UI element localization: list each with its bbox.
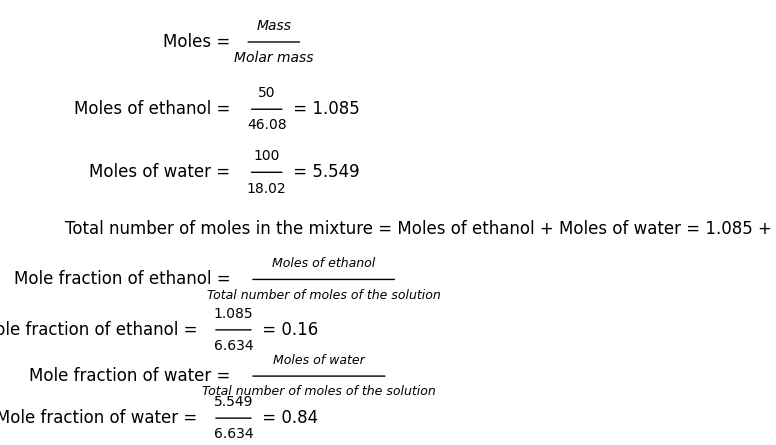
Text: Mass: Mass	[256, 19, 291, 33]
Text: Total number of moles in the mixture = Moles of ethanol + Moles of water = 1.085: Total number of moles in the mixture = M…	[65, 220, 776, 238]
Text: 1.085: 1.085	[213, 307, 253, 321]
Text: = 5.549: = 5.549	[288, 163, 359, 181]
Text: 6.634: 6.634	[213, 339, 253, 353]
Text: = 1.085: = 1.085	[288, 100, 360, 118]
Text: Molar mass: Molar mass	[234, 51, 314, 65]
Text: 46.08: 46.08	[247, 118, 286, 133]
Text: = 0.16: = 0.16	[257, 321, 318, 339]
Text: Mole fraction of ethanol =: Mole fraction of ethanol =	[14, 271, 236, 288]
Text: 6.634: 6.634	[213, 427, 253, 441]
Text: Mole fraction of water =: Mole fraction of water =	[29, 367, 236, 385]
Text: Total number of moles of the solution: Total number of moles of the solution	[206, 289, 441, 302]
Text: 5.549: 5.549	[213, 395, 253, 409]
Text: Total number of moles of the solution: Total number of moles of the solution	[202, 385, 436, 398]
Text: Moles of water =: Moles of water =	[89, 163, 236, 181]
Text: = 0.84: = 0.84	[257, 409, 318, 427]
Text: Moles of water: Moles of water	[273, 354, 365, 367]
Text: Moles of ethanol =: Moles of ethanol =	[74, 100, 236, 118]
Text: ∴ Mole fraction of ethanol =: ∴ Mole fraction of ethanol =	[0, 321, 203, 339]
Text: 50: 50	[258, 86, 275, 100]
Text: Moles of ethanol: Moles of ethanol	[272, 257, 376, 270]
Text: 100: 100	[254, 149, 280, 163]
Text: ∴ Mole fraction of water =: ∴ Mole fraction of water =	[0, 409, 203, 427]
Text: 18.02: 18.02	[247, 182, 286, 195]
Text: Moles =: Moles =	[163, 33, 236, 51]
